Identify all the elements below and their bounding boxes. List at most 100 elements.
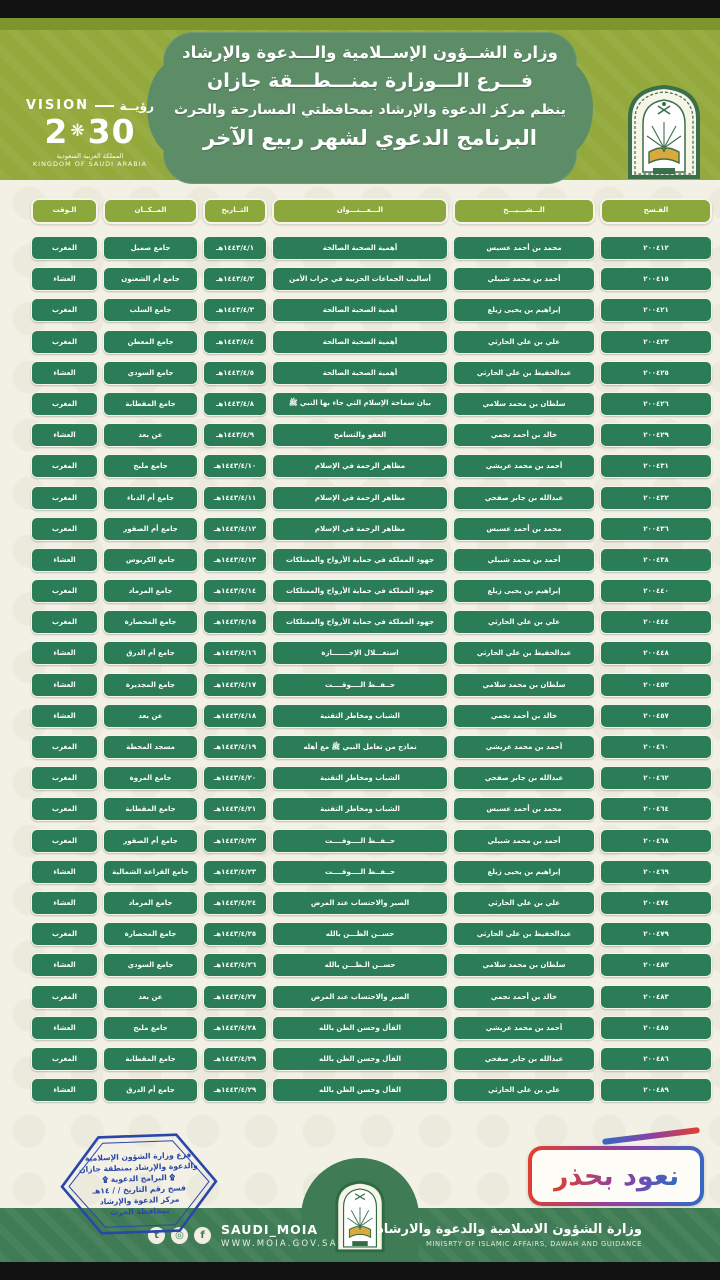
- cell-date: ١٤٤٣/٤/٢هـ: [203, 267, 267, 292]
- cell-place: جامع ملبج: [103, 454, 198, 479]
- cell-date: ١٤٤٣/٤/٢٥هـ: [203, 922, 267, 947]
- cell-time: العشاء: [31, 1078, 98, 1103]
- cell-sheikh: أحمد بن محمد عريشي: [453, 1015, 595, 1040]
- cell-sheikh: عبدالحفيظ بن علي الحارثي: [453, 641, 595, 666]
- table-row: ٢٠٠٤٧٤ علي بن علي الحارثي الصبر والاحتساب …: [31, 890, 712, 915]
- cell-permit: ٢٠٠٤٣١: [600, 454, 712, 479]
- table-row: ٢٠٠٤٢٣ علي بن علي الحارثي أهمية الصحبة الص…: [31, 329, 712, 354]
- footer-ministry-name-ar: وزارة الشؤون الاسلامية والدعوة والارشاد: [377, 1222, 642, 1237]
- cell-permit: ٢٠٠٤٢٩: [600, 423, 712, 448]
- cell-place: جامع أم الدباء: [103, 485, 198, 510]
- cell-date: ١٤٤٣/٤/١٤هـ: [203, 579, 267, 604]
- cell-permit: ٢٠٠٤٧٩: [600, 922, 712, 947]
- cell-permit: ٢٠٠٤١٢: [600, 236, 712, 260]
- cell-topic: حــفــظ الــــوقــــت: [272, 828, 448, 853]
- column-header-permit: الفـسح: [600, 198, 712, 224]
- cell-topic: الصبر والاحتساب عند المرض: [272, 890, 448, 915]
- cell-date: ١٤٤٣/٤/٢٠هـ: [203, 766, 267, 791]
- branch-line: فـــرع الـــوزارة بمنـــطـــقة جازان: [206, 69, 533, 92]
- cell-sheikh: أحمد بن محمد عريشي: [453, 454, 595, 479]
- cell-date: ١٤٤٣/٤/٢٦هـ: [203, 953, 267, 978]
- cell-sheikh: علي بن علي الحارثي: [453, 890, 595, 915]
- table-row: ٢٠٠٤٨٥ أحمد بن محمد عريشي الفأل وحسن الظن …: [31, 1015, 712, 1040]
- cell-permit: ٢٠٠٤٣٦: [600, 516, 712, 541]
- cell-place: جامع المحصارة: [103, 610, 198, 635]
- table-row: ٢٠٠٤٧٩ عبدالحفيظ بن علي الحارثي حســن الظـ…: [31, 922, 712, 947]
- cell-permit: ٢٠٠٤٢٣: [600, 329, 712, 354]
- cell-date: ١٤٤٣/٤/٢٩هـ: [203, 1046, 267, 1071]
- cell-date: ١٤٤٣/٤/١٩هـ: [203, 735, 267, 759]
- cell-permit: ٢٠٠٤١٥: [600, 267, 712, 292]
- cell-permit: ٢٠٠٤٦٢: [600, 766, 712, 791]
- cell-permit: ٢٠٠٤٨٣: [600, 984, 712, 1009]
- bottom-black-bar: [0, 1262, 720, 1280]
- cell-time: المغرب: [31, 797, 98, 822]
- column-header-time: الـوقت: [31, 198, 98, 224]
- cell-place: جامع أم الدرق: [103, 1078, 198, 1103]
- column-header-date: التــاريخ: [203, 198, 267, 224]
- table-row: ٢٠٠٤٢٩ خالد بن أحمد نجمي العفو والتسامح ١٤٤…: [31, 423, 712, 448]
- cell-sheikh: عبدالحفيظ بن علي الحارثي: [453, 922, 595, 947]
- badge-inner: نعود بحذر: [532, 1150, 700, 1202]
- website-url: WWW.MOIA.GOV.SA: [221, 1239, 338, 1249]
- cell-time: المغرب: [31, 579, 98, 604]
- cell-permit: ٢٠٠٤٤٤: [600, 610, 712, 635]
- cell-time: العشاء: [31, 703, 98, 728]
- cell-topic: أساليب الجماعات الحزبية في خراب الأمن: [272, 267, 448, 292]
- cell-place: جامع القراعة الشمالية: [103, 859, 198, 884]
- cell-date: ١٤٤٣/٤/١٨هـ: [203, 703, 267, 728]
- cell-sheikh: عبدالله بن جابر صفحي: [453, 766, 595, 791]
- table-row: ٢٠٠٤٤٠ إبراهيم بن يحيى زيلع جهود المملكة ف…: [31, 579, 712, 604]
- cell-place: جامع السودي: [103, 360, 198, 385]
- table-row: ٢٠٠٤٦٤ محمد بن أحمد عسيس الشباب ومخاطر الت…: [31, 797, 712, 822]
- social-handle: SAUDI_MOIA: [221, 1222, 319, 1237]
- vision-word-ar: رؤيــة: [119, 98, 154, 113]
- top-black-bar: [0, 0, 720, 18]
- cell-topic: مظاهر الرحمة في الإسلام: [272, 516, 448, 541]
- cell-place: جامع المعطن: [103, 329, 198, 354]
- cell-date: ١٤٤٣/٤/٢٣هـ: [203, 859, 267, 884]
- table-row: ٢٠٠٤٤٨ عبدالحفيظ بن علي الحارثي استغـــلال…: [31, 641, 712, 666]
- cell-date: ١٤٤٣/٤/٩هـ: [203, 423, 267, 448]
- cell-time: العشاء: [31, 953, 98, 978]
- cell-time: المغرب: [31, 1046, 98, 1071]
- table-row: ٢٠٠٤١٢ محمد بن أحمد عسيس أهمية الصحبة الصا…: [31, 236, 712, 260]
- cell-time: المغرب: [31, 766, 98, 791]
- cell-place: جامع المقطابة: [103, 797, 198, 822]
- vision-word-en: VISION: [26, 98, 90, 113]
- schedule-rows: ٢٠٠٤١٢ محمد بن أحمد عسيس أهمية الصحبة الصا…: [31, 236, 712, 1109]
- table-row: ٢٠٠٤٣٢ عبدالله بن جابر صفحي مظاهر الرحمة ف…: [31, 485, 712, 510]
- table-row: ٢٠٠٤٨٦ عبدالله بن جابر صفحي الفأل وحسن الظ…: [31, 1046, 712, 1071]
- program-title: البرنامج الدعوي لشهر ربيع الآخر: [203, 125, 537, 150]
- cell-time: المغرب: [31, 828, 98, 853]
- organizer-line: ينظم مركز الدعوة والإرشاد بمحافظتي المسا…: [174, 101, 566, 118]
- cell-place: جامع المرماد: [103, 890, 198, 915]
- cell-place: جامع صميل: [103, 236, 198, 260]
- cell-topic: جهود المملكة في حماية الأرواح والممتلكات: [272, 547, 448, 572]
- kingdom-name-en: KINGDOM OF SAUDI ARABIA: [32, 160, 148, 168]
- facebook-icon: f: [194, 1227, 211, 1244]
- header-title-panel: وزارة الشــؤون الإســلامية والـــدعوة وا…: [163, 32, 577, 184]
- table-row: ٢٠٠٤٥٢ سلطان بن محمد سلامي حــفــظ الــــو…: [31, 672, 712, 697]
- cell-permit: ٢٠٠٤٦٨: [600, 828, 712, 853]
- table-row: ٢٠٠٤٣٦ محمد بن أحمد عسيس مظاهر الرحمة في ا…: [31, 516, 712, 541]
- cell-time: المغرب: [31, 298, 98, 323]
- badge-frame: نعود بحذر: [528, 1146, 704, 1206]
- cell-date: ١٤٤٣/٤/١هـ: [203, 236, 267, 260]
- cell-time: المغرب: [31, 329, 98, 354]
- cell-permit: ٢٠٠٤٢١: [600, 298, 712, 323]
- cell-sheikh: خالد بن أحمد نجمي: [453, 703, 595, 728]
- cell-time: العشاء: [31, 547, 98, 572]
- table-row: ٢٠٠٤٦٨ أحمد بن محمد شبيلي حــفــظ الــــوق…: [31, 828, 712, 853]
- cell-permit: ٢٠٠٤٨٥: [600, 1015, 712, 1040]
- table-row: ٢٠٠٤٦٩ إبراهيم بن يحيى زيلع حــفــظ الــــ…: [31, 859, 712, 884]
- cell-topic: استغـــلال الإجـــــــازة: [272, 641, 448, 666]
- cell-sheikh: إبراهيم بن يحيى زيلع: [453, 579, 595, 604]
- cell-sheikh: محمد بن أحمد عسيس: [453, 797, 595, 822]
- cell-place: جامع المرماد: [103, 579, 198, 604]
- cell-date: ١٤٤٣/٤/٢٩هـ: [203, 1078, 267, 1103]
- cell-time: المغرب: [31, 516, 98, 541]
- cell-topic: حــفــظ الــــوقــــت: [272, 672, 448, 697]
- cell-time: العشاء: [31, 859, 98, 884]
